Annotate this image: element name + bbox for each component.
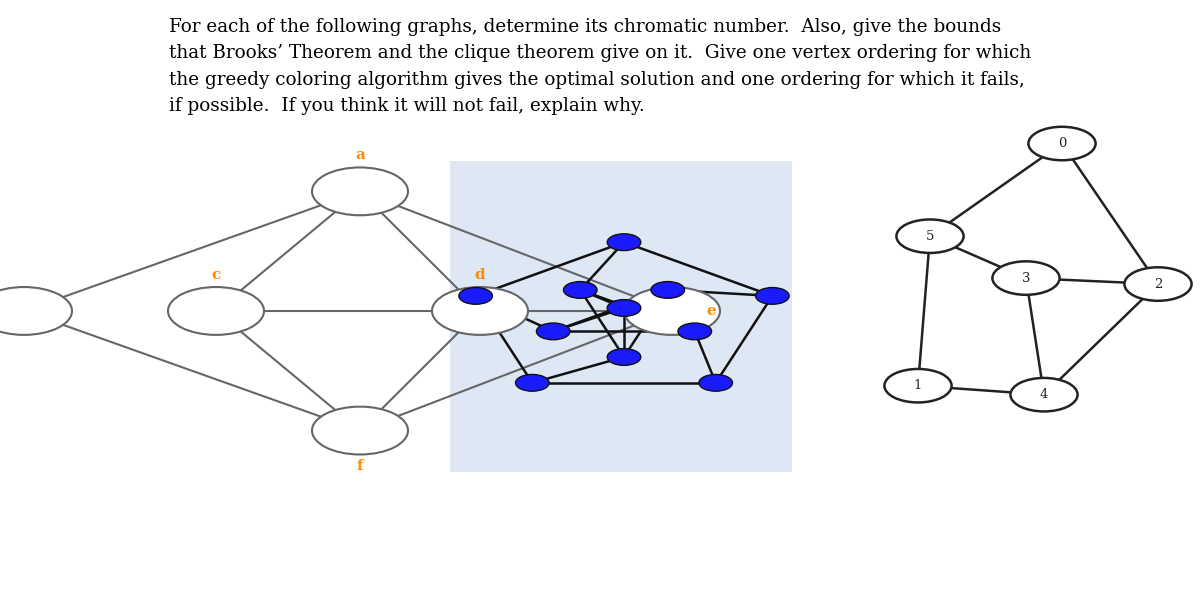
Text: 3: 3 xyxy=(1021,271,1031,285)
Circle shape xyxy=(458,288,492,304)
Circle shape xyxy=(0,287,72,335)
Circle shape xyxy=(536,323,570,340)
Circle shape xyxy=(650,282,684,298)
Text: 1: 1 xyxy=(914,379,922,392)
Circle shape xyxy=(516,374,550,391)
Circle shape xyxy=(896,219,964,253)
Circle shape xyxy=(698,374,732,391)
Text: c: c xyxy=(211,268,221,282)
Circle shape xyxy=(564,282,598,298)
Circle shape xyxy=(1010,378,1078,411)
Circle shape xyxy=(884,369,952,402)
Text: 4: 4 xyxy=(1040,388,1048,401)
Circle shape xyxy=(1124,267,1192,301)
Circle shape xyxy=(992,261,1060,295)
Text: 2: 2 xyxy=(1154,277,1162,291)
FancyBboxPatch shape xyxy=(450,161,792,472)
Text: a: a xyxy=(355,148,365,163)
Circle shape xyxy=(1028,127,1096,160)
Circle shape xyxy=(607,349,641,365)
Circle shape xyxy=(432,287,528,335)
Text: f: f xyxy=(356,459,364,474)
Circle shape xyxy=(678,323,712,340)
Circle shape xyxy=(312,407,408,454)
Text: 0: 0 xyxy=(1058,137,1066,150)
Circle shape xyxy=(168,287,264,335)
Circle shape xyxy=(624,287,720,335)
Circle shape xyxy=(756,288,790,304)
Text: For each of the following graphs, determine its chromatic number.  Also, give th: For each of the following graphs, determ… xyxy=(169,18,1031,115)
Text: e: e xyxy=(707,304,716,318)
Circle shape xyxy=(312,167,408,215)
Circle shape xyxy=(607,234,641,251)
Text: 5: 5 xyxy=(926,230,934,243)
Text: d: d xyxy=(475,268,485,282)
Circle shape xyxy=(607,300,641,316)
